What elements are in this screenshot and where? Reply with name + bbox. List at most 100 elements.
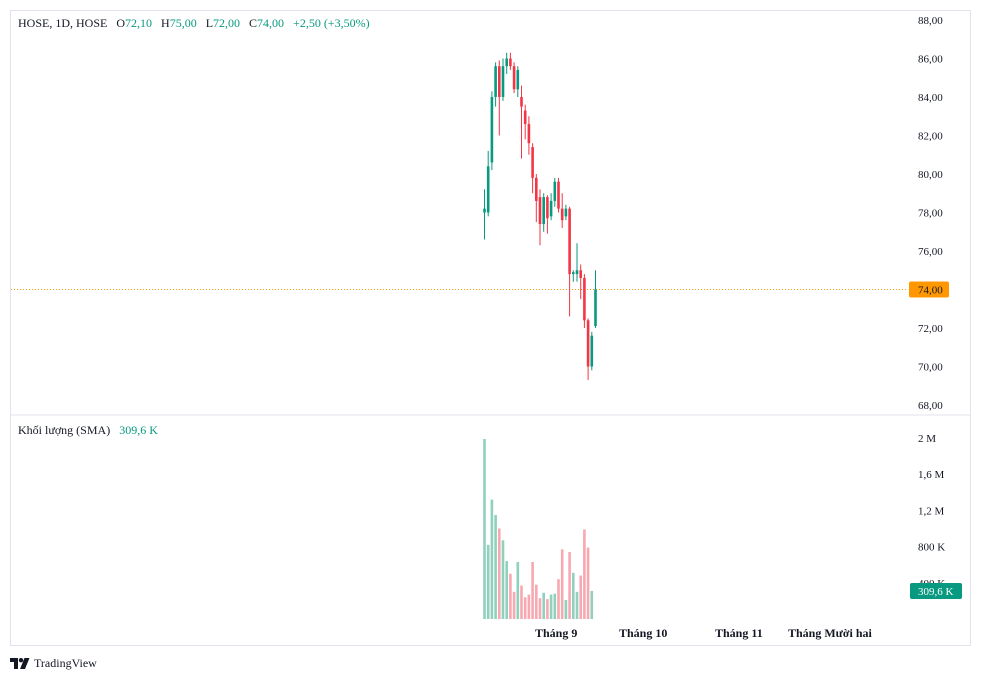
candle-body — [553, 181, 557, 201]
volume-badge-label: 309,6 K — [918, 586, 954, 598]
volume-bar — [560, 549, 564, 619]
volume-bar — [557, 579, 560, 619]
volume-legend[interactable]: Khối lượng (SMA) 309,6 K — [18, 423, 158, 438]
candle-body — [568, 208, 571, 275]
candle-body — [486, 166, 490, 213]
candle-body — [520, 97, 523, 107]
candle-body — [527, 123, 531, 144]
candle-body — [538, 197, 542, 225]
volume-bar — [549, 594, 553, 619]
tradingview-name: TradingView — [34, 656, 97, 670]
candle-body — [586, 320, 590, 367]
volume-bar — [579, 575, 582, 619]
month-label: Tháng Mười hai — [788, 626, 873, 640]
candle-body — [483, 208, 486, 213]
volume-tick-label: 1,6 M — [918, 469, 945, 481]
volume-bar — [486, 544, 490, 619]
candle-body — [494, 66, 497, 97]
volume-bar — [512, 591, 516, 619]
volume-bar — [546, 599, 549, 619]
volume-bar — [520, 585, 523, 619]
candlestick-series — [483, 52, 597, 380]
month-label: Tháng 11 — [715, 626, 763, 640]
price-tick-label: 86,00 — [918, 54, 943, 66]
open-label: O — [116, 16, 126, 30]
price-tick-label: 82,00 — [918, 131, 943, 143]
price-axis: 88,00 86,00 84,00 82,00 80,00 78,00 76,00 72,00… — [918, 15, 943, 412]
candle-body — [549, 200, 553, 217]
volume-bar — [538, 598, 542, 619]
volume-bar — [586, 547, 590, 619]
last-price-badge-bg — [909, 281, 949, 298]
candle-body — [509, 58, 512, 67]
volume-legend-label: Khối lượng (SMA) — [18, 423, 111, 437]
candle-body — [546, 197, 549, 219]
volume-bar — [535, 584, 538, 619]
volume-tick-label: 800 K — [918, 542, 945, 554]
candle-body — [572, 272, 575, 275]
price-tick-label: 72,00 — [918, 323, 943, 335]
high-label: H — [161, 16, 170, 30]
volume-bar — [505, 561, 508, 619]
volume-bar — [494, 514, 497, 619]
volume-legend-value: 309,6 K — [119, 423, 158, 437]
price-tick-label: 80,00 — [918, 169, 943, 181]
chart-frame[interactable] — [10, 10, 971, 646]
volume-bar — [575, 591, 579, 619]
candle-body — [505, 58, 508, 67]
volume-bar — [568, 552, 571, 619]
volume-bar — [553, 593, 557, 619]
volume-tick-label: 1,2 M — [918, 505, 945, 517]
candle-body — [516, 70, 520, 90]
volume-bar — [516, 562, 520, 619]
change-value: +2,50 (+3,50%) — [293, 16, 370, 30]
volume-bar — [527, 594, 531, 619]
volume-bar — [564, 600, 568, 619]
candle-body — [579, 270, 582, 278]
candle-body — [564, 208, 568, 217]
price-tick-label: 68,00 — [918, 400, 943, 412]
price-tick-label: 88,00 — [918, 15, 943, 27]
low-value: 72,00 — [213, 16, 241, 30]
volume-series — [483, 438, 594, 619]
volume-bar — [490, 499, 494, 619]
open-value: 72,10 — [125, 16, 153, 30]
last-volume-badge: 309,6 K — [910, 582, 962, 599]
month-label: Tháng 9 — [535, 626, 577, 640]
volume-bar — [531, 562, 534, 619]
price-tick-label: 76,00 — [918, 246, 943, 258]
candle-body — [560, 208, 564, 221]
candle-body — [575, 270, 579, 275]
candle-body — [490, 97, 494, 163]
candle-body — [512, 66, 516, 90]
price-tick-label: 84,00 — [918, 92, 943, 104]
candle-body — [594, 289, 597, 327]
candle-body — [590, 335, 594, 367]
symbol-name: HOSE, 1D, HOSE — [18, 16, 108, 30]
close-value: 74,00 — [257, 16, 285, 30]
candle-body — [557, 181, 560, 209]
volume-bar — [501, 540, 505, 619]
tradingview-logo-icon — [10, 657, 30, 669]
volume-bar — [523, 597, 527, 619]
price-tick-label: 78,00 — [918, 208, 943, 220]
volume-badge-bg — [910, 582, 962, 599]
volume-bar — [572, 572, 575, 619]
candle-body — [523, 110, 527, 124]
close-label: C — [249, 16, 258, 30]
time-axis: Tháng 9 Tháng 10 Tháng 11 Tháng Mười hai — [535, 626, 873, 640]
high-value: 75,00 — [169, 16, 197, 30]
price-tick-label: 70,00 — [918, 362, 943, 374]
last-price-badge-label: 74,00 — [918, 285, 943, 297]
volume-tick-label: 2 M — [918, 433, 936, 445]
candle-body — [535, 177, 538, 201]
symbol-legend[interactable]: HOSE, 1D, HOSE O72,10 H75,00 L72,00 C74,… — [18, 16, 370, 31]
volume-bar — [542, 592, 545, 619]
volume-bar — [583, 529, 586, 619]
candle-body — [531, 147, 534, 178]
tradingview-logo[interactable]: TradingView — [10, 656, 97, 671]
candle-body — [542, 197, 545, 225]
last-price-badge: 74,00 — [909, 281, 949, 298]
